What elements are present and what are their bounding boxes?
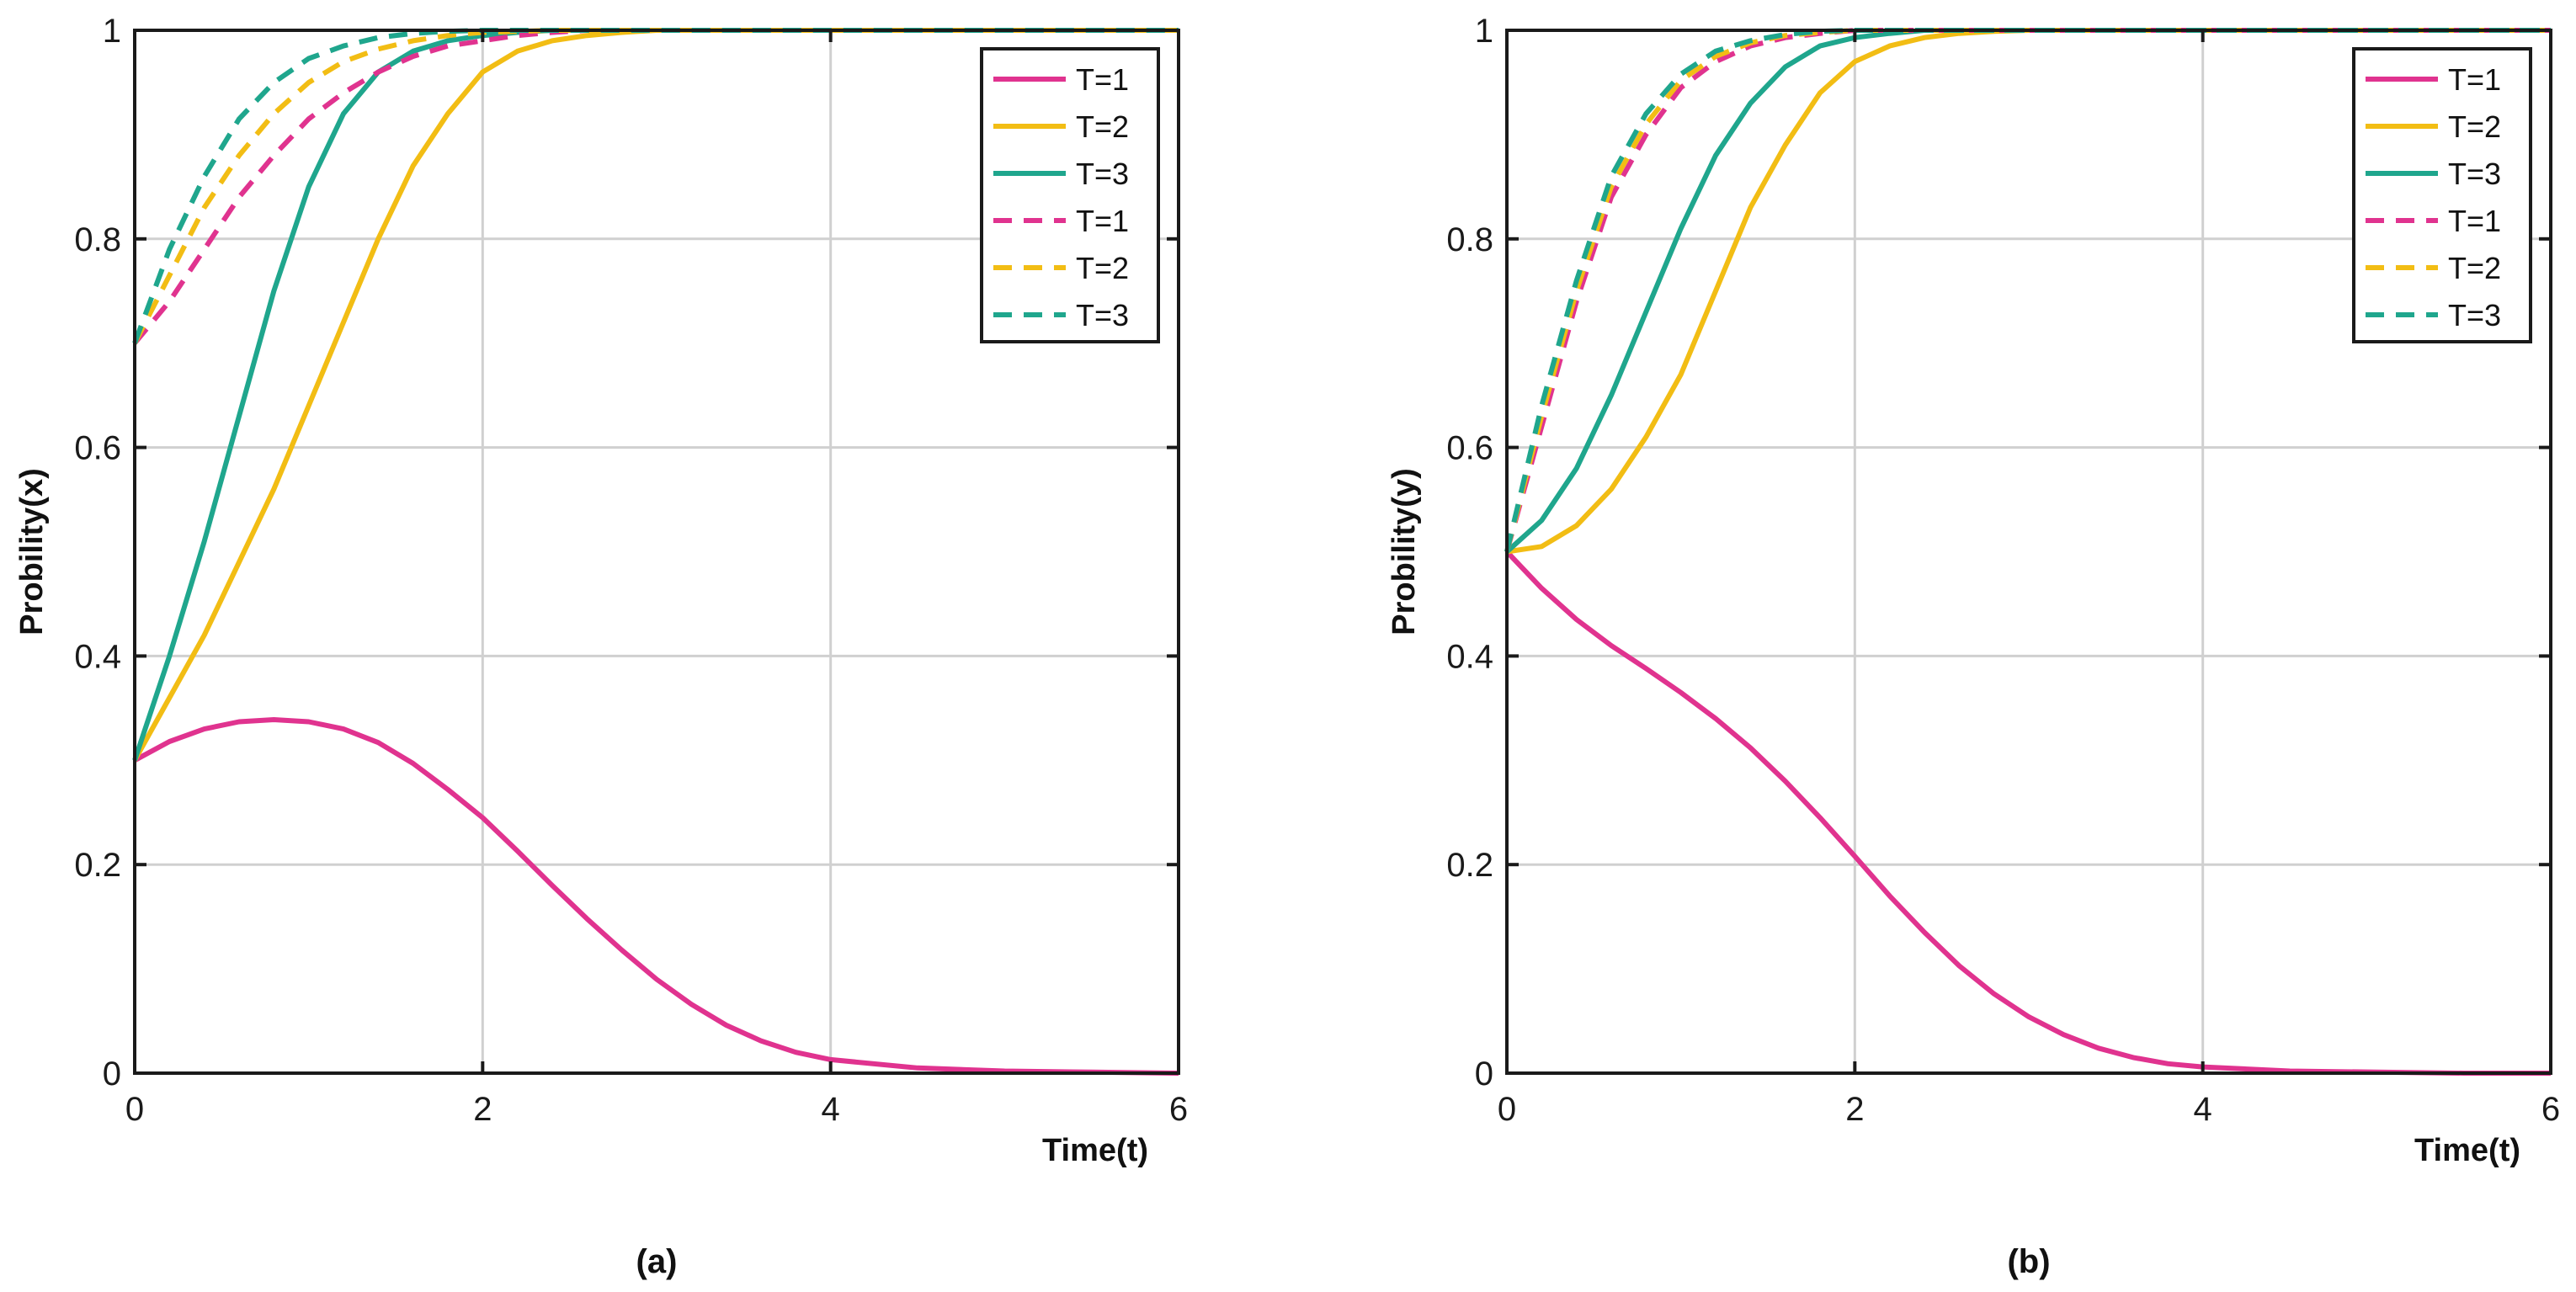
legend: T=1 T=2 T=3 T=1 T=2 T=3 xyxy=(980,47,1160,343)
x-tick-label: 6 xyxy=(1169,1091,1188,1128)
x-axis-label: Time(t) xyxy=(2414,1133,2520,1168)
x-axis-label: Time(t) xyxy=(1042,1133,1148,1168)
series-line-6 xyxy=(132,28,1179,344)
legend-label-5: T=2 xyxy=(1076,251,1129,285)
series-line-5 xyxy=(1504,28,2551,553)
chart-panel-b: 0 2 4 6 0 0.2 0.4 0.6 0.8 1 Time(t) Probility(y) (b)… xyxy=(1386,13,2560,1280)
y-tick-label: 1 xyxy=(103,13,121,50)
x-tick-label: 0 xyxy=(125,1091,144,1128)
axes-frame xyxy=(1505,29,2552,1075)
legend-label-3: T=3 xyxy=(1076,157,1129,191)
y-tick-label: 1 xyxy=(1475,13,1493,50)
x-tick-label: 4 xyxy=(2194,1091,2212,1128)
legend-label-5: T=2 xyxy=(2448,251,2501,285)
legend-label-3: T=3 xyxy=(2448,157,2501,191)
legend-label-1: T=1 xyxy=(2448,62,2501,97)
y-tick-label: 0 xyxy=(103,1055,121,1093)
legend-label-6: T=3 xyxy=(1076,298,1129,332)
legend-label-4: T=1 xyxy=(1076,204,1129,238)
x-tick-label: 2 xyxy=(1845,1091,1864,1128)
panel-label: (a) xyxy=(636,1243,678,1280)
legend-box xyxy=(980,47,1160,343)
x-tick-label: 2 xyxy=(473,1091,492,1128)
series-line-1 xyxy=(133,717,1179,1076)
y-tick-label: 0.6 xyxy=(1446,430,1493,467)
panel-label: (b) xyxy=(2007,1243,2050,1280)
y-axis-label: Probility(x) xyxy=(14,468,50,635)
axes-frame xyxy=(133,29,1180,1075)
legend-label-2: T=2 xyxy=(2448,109,2501,144)
y-tick-label: 0.4 xyxy=(74,638,121,675)
x-tick-label: 4 xyxy=(822,1091,840,1128)
y-tick-label: 0 xyxy=(1475,1055,1493,1093)
legend-box xyxy=(2352,47,2532,343)
x-tick-label: 6 xyxy=(2541,1091,2560,1128)
legend: T=1 T=2 T=3 T=1 T=2 T=3 xyxy=(2352,47,2532,343)
chart-panel-a: 0 2 4 6 0 0.2 0.4 0.6 0.8 1 Time(t) Probility(x) (a)… xyxy=(14,13,1188,1280)
legend-label-4: T=1 xyxy=(2448,204,2501,238)
y-tick-label: 0.2 xyxy=(74,847,121,884)
y-axis-label: Probility(y) xyxy=(1386,468,1422,635)
legend-label-6: T=3 xyxy=(2448,298,2501,332)
y-tick-label: 0.2 xyxy=(1446,847,1493,884)
legend-label-2: T=2 xyxy=(1076,109,1129,144)
y-tick-label: 0.8 xyxy=(74,221,121,258)
y-tick-label: 0.4 xyxy=(1446,638,1493,675)
x-tick-label: 0 xyxy=(1498,1091,1516,1128)
y-tick-label: 0.6 xyxy=(74,430,121,467)
legend-label-1: T=1 xyxy=(1076,62,1129,97)
y-tick-label: 0.8 xyxy=(1446,221,1493,258)
